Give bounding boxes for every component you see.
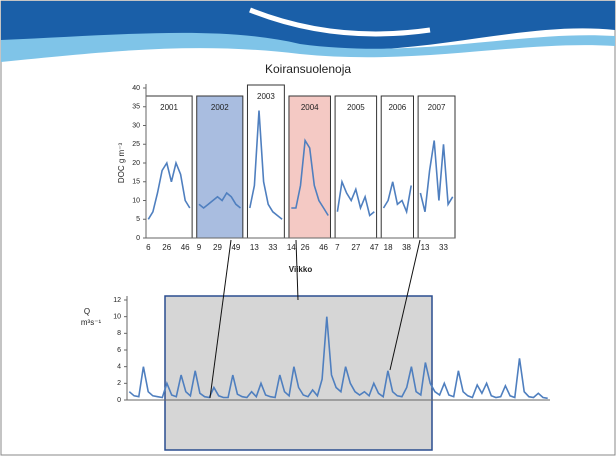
x-tick-label: 49 — [231, 243, 240, 252]
x-tick-label: 18 — [384, 243, 393, 252]
x-tick-label: 14 — [287, 243, 296, 252]
y-tick-label: 25 — [132, 141, 140, 148]
y-axis-label: DOC g m⁻³ — [117, 143, 126, 184]
data-line — [147, 110, 454, 220]
y-tick-label: 6 — [117, 347, 121, 354]
y-tick-label: 4 — [117, 364, 121, 371]
y-tick-label: 20 — [132, 160, 140, 167]
y-tick-label: 8 — [117, 330, 121, 337]
connector — [295, 239, 299, 301]
highlight-region — [164, 295, 433, 451]
connector — [389, 239, 421, 371]
year-label: 2006 — [388, 103, 406, 112]
x-tick-label: 7 — [335, 243, 340, 252]
connector — [209, 239, 232, 399]
year-box — [196, 95, 244, 239]
y-tick-label: 12 — [113, 297, 121, 304]
y-axis-label: m³s⁻¹ — [81, 318, 102, 327]
year-label: 2001 — [160, 103, 178, 112]
x-tick-label: 29 — [213, 243, 222, 252]
year-label: 2003 — [257, 92, 275, 101]
x-tick-label: 26 — [301, 243, 310, 252]
year-box — [380, 95, 414, 239]
year-label: 2005 — [347, 103, 365, 112]
x-tick-label: 26 — [162, 243, 171, 252]
year-label: 2002 — [211, 103, 229, 112]
x-tick-label: 9 — [197, 243, 202, 252]
y-tick-label: 0 — [136, 235, 140, 242]
x-tick-label: 33 — [268, 243, 277, 252]
x-tick-label: 46 — [181, 243, 190, 252]
year-box — [246, 84, 285, 239]
slide-title: Koiransuolenoja — [265, 62, 351, 76]
header-wave-light — [1, 32, 615, 62]
year-box — [145, 95, 193, 239]
y-tick-label: 35 — [132, 104, 140, 111]
x-tick-label: 47 — [370, 243, 379, 252]
year-box — [334, 95, 378, 239]
y-tick-label: 10 — [132, 197, 140, 204]
y-tick-label: 40 — [132, 85, 140, 92]
x-tick-label: 13 — [421, 243, 430, 252]
x-tick-label: 38 — [402, 243, 411, 252]
y-axis-label: Q — [84, 307, 90, 316]
x-tick-label: 27 — [351, 243, 360, 252]
y-tick-label: 10 — [113, 314, 121, 321]
y-tick-label: 15 — [132, 179, 140, 186]
x-tick-label: 33 — [439, 243, 448, 252]
y-tick-label: 30 — [132, 122, 140, 129]
x-tick-label: 46 — [319, 243, 328, 252]
x-tick-label: 6 — [146, 243, 151, 252]
year-label: 2004 — [301, 103, 319, 112]
x-axis-label: Viikko — [289, 265, 313, 274]
data-line — [128, 316, 548, 400]
year-label: 2007 — [428, 103, 446, 112]
year-box — [288, 95, 331, 239]
y-tick-label: 0 — [117, 397, 121, 404]
y-tick-label: 2 — [117, 380, 121, 387]
header-swoosh — [249, 7, 431, 37]
y-tick-label: 5 — [136, 216, 140, 223]
x-tick-label: 13 — [250, 243, 259, 252]
